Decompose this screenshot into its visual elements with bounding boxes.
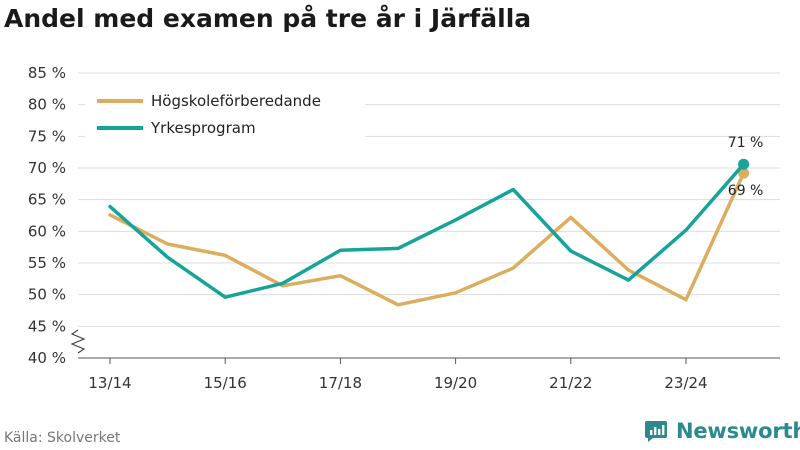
brand-name: Newsworthy	[676, 419, 800, 443]
x-tick-label: 23/24	[664, 374, 707, 392]
end-value-label: 69 %	[728, 183, 764, 199]
legend-label: Högskoleförberedande	[151, 92, 321, 110]
end-value-label: 71 %	[728, 135, 764, 151]
newsworthy-logo-icon	[645, 421, 667, 442]
x-tick-label: 21/22	[549, 374, 592, 392]
source-note: Källa: Skolverket	[4, 430, 121, 446]
x-axis	[70, 329, 780, 359]
y-tick-label: 45 %	[28, 317, 66, 335]
y-tick-label: 80 %	[28, 96, 66, 114]
chart-title: Andel med examen på tre år i Järfälla	[4, 4, 532, 33]
legend-background	[85, 82, 365, 142]
legend-label: Yrkesprogram	[150, 119, 256, 137]
x-tick-label: 17/18	[319, 374, 362, 392]
y-tick-label: 85 %	[28, 64, 66, 82]
x-tick-label: 13/14	[88, 374, 131, 392]
axis-break-marker	[70, 329, 86, 354]
x-tick-label: 19/20	[434, 374, 477, 392]
y-tick-label: 60 %	[28, 222, 66, 240]
y-tick-label: 75 %	[28, 127, 66, 145]
data-labels: 69 % 71 %	[728, 135, 764, 199]
y-tick-label: 65 %	[28, 191, 66, 209]
brand: Newsworthy	[644, 419, 800, 443]
end-point	[738, 158, 750, 170]
end-point	[738, 167, 750, 179]
y-tick-label: 55 %	[28, 254, 66, 272]
series-line	[108, 171, 746, 307]
y-tick-label: 50 %	[28, 286, 66, 304]
y-tick-label: 40 %	[28, 349, 66, 367]
series-line	[108, 162, 746, 299]
y-axis-ticks: 40 % 45 % 50 % 55 % 60 % 65 % 70 % 75 % 80 % 85 %	[28, 64, 66, 367]
legend: Högskoleförberedande Yrkesprogram	[85, 82, 365, 142]
x-tick-label: 15/16	[204, 374, 247, 392]
series-lines	[108, 158, 750, 307]
y-tick-label: 70 %	[28, 159, 66, 177]
x-axis-ticks: 13/14 15/16 17/18 19/20 21/22 23/24	[88, 358, 708, 392]
